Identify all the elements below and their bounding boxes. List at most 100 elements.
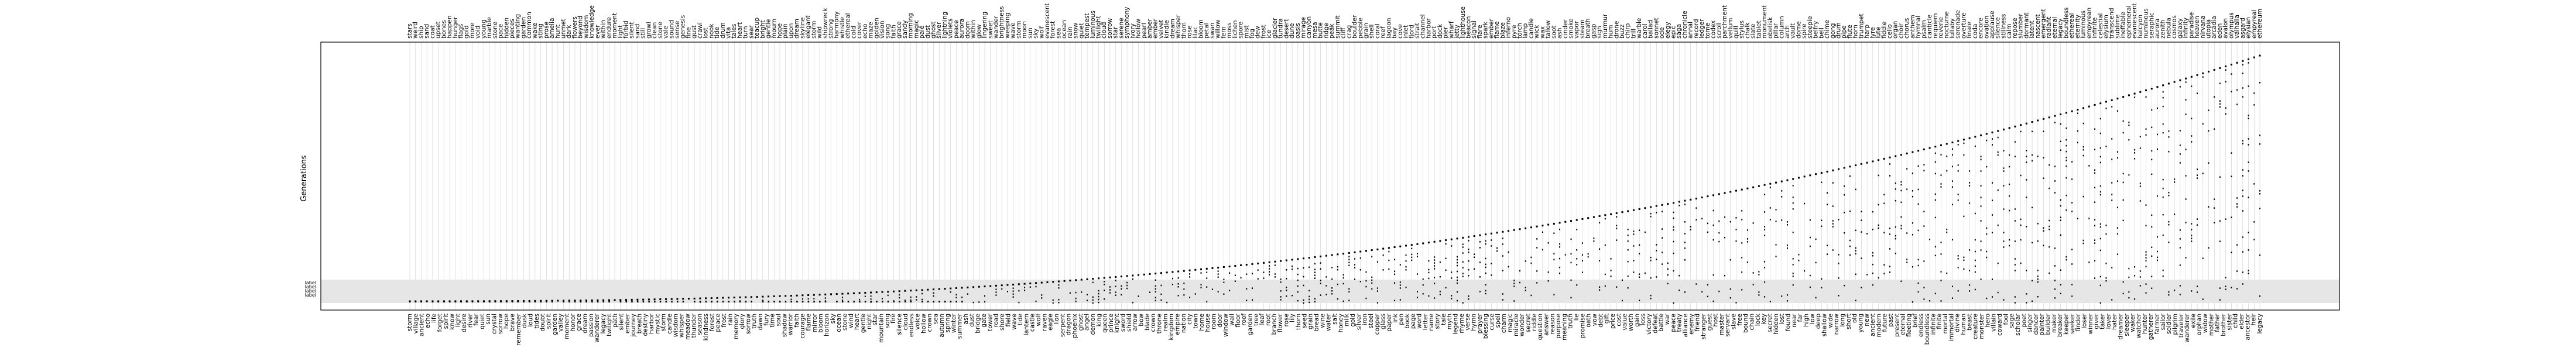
data-point [2179, 86, 2181, 88]
top-tick-label: lamp [1522, 23, 1529, 39]
data-point [933, 292, 934, 294]
data-point [2009, 166, 2010, 168]
data-point [1479, 276, 1481, 278]
data-point [2231, 91, 2232, 92]
data-point [1746, 187, 1749, 190]
data-point [1707, 295, 1708, 298]
top-tick-label: silent [628, 22, 635, 39]
data-point [796, 301, 798, 302]
data-point [841, 297, 843, 298]
bottom-tick-label: vow [1591, 314, 1598, 326]
bottom-tick-label: seeker [2069, 313, 2076, 334]
data-point [1900, 181, 1902, 183]
bottom-tick-label: shield [1126, 314, 1133, 332]
data-point [2094, 172, 2096, 174]
data-point [978, 301, 980, 303]
data-point [1018, 283, 1020, 285]
data-point [1320, 262, 1321, 264]
data-point [529, 301, 530, 302]
top-tick-label: parchment [1721, 5, 1728, 39]
bottom-tick-label: storm [406, 314, 413, 331]
data-point [1826, 170, 1828, 173]
data-point [1491, 239, 1492, 241]
top-tick-label: oasis [1294, 23, 1301, 39]
data-point [1217, 276, 1219, 278]
bottom-tick-label: thunder [690, 313, 697, 338]
top-tick-label: seraphic [2148, 12, 2155, 39]
top-tick-label: chorus [1903, 18, 1910, 39]
bottom-tick-label: reason [1549, 314, 1556, 335]
top-tick-label: genesis [680, 15, 687, 39]
data-point [961, 296, 963, 298]
data-point [1348, 252, 1350, 254]
data-point [1457, 259, 1458, 261]
top-tick-label: empyrean [2085, 8, 2092, 39]
bottom-tick-label: finite [1936, 314, 1943, 329]
data-point [927, 301, 929, 302]
data-point [1314, 256, 1316, 258]
data-point [2014, 296, 2016, 298]
data-point [1086, 278, 1088, 280]
data-point [1997, 154, 1999, 156]
data-point [2054, 247, 2056, 249]
data-point [597, 301, 599, 302]
data-point [2197, 218, 2198, 220]
data-point [1763, 184, 1766, 186]
data-point [1012, 293, 1014, 295]
data-point [1445, 257, 1447, 260]
bottom-tick-label: name [1428, 314, 1435, 331]
data-point [1439, 290, 1441, 292]
data-point [1194, 269, 1197, 271]
data-point [2065, 194, 2067, 197]
data-point [1633, 260, 1635, 261]
top-tick-label: canyon [1306, 16, 1313, 39]
bottom-tick-label: water [1325, 313, 1332, 331]
top-tick-label: twilight [1095, 16, 1102, 39]
top-tick-label: numinous [2143, 8, 2150, 39]
data-point [984, 295, 986, 297]
data-point [1940, 271, 1942, 273]
top-tick-label: prose [543, 22, 550, 39]
bottom-tick-label: past [1888, 314, 1895, 327]
data-point [1957, 144, 1959, 146]
data-point [2259, 193, 2260, 195]
top-tick-label: warble [1636, 18, 1643, 39]
bottom-tick-label: ink [1392, 313, 1399, 323]
data-point [2156, 148, 2158, 150]
bottom-tick-label: home [1198, 314, 1205, 331]
top-tick-label: monument [1761, 5, 1768, 39]
data-point [1160, 284, 1162, 287]
bottom-tick-label: tide [1017, 314, 1024, 325]
data-point [1496, 250, 1498, 252]
data-point [1951, 180, 1953, 182]
bottom-tick-label: dawn [757, 314, 764, 330]
data-point [2099, 132, 2101, 135]
data-point [1599, 260, 1601, 261]
data-point [1980, 197, 1982, 198]
bottom-tick-label: dream [581, 314, 588, 333]
data-point [1371, 288, 1373, 290]
data-point [2060, 149, 2061, 151]
bottom-tick-label: light [455, 314, 462, 327]
data-point [745, 301, 747, 302]
data-point [1433, 240, 1436, 243]
top-tick-label: ocean [1061, 20, 1068, 39]
data-point [1570, 297, 1572, 299]
bottom-tick-label: door [1217, 313, 1224, 328]
data-point [2014, 302, 2016, 304]
data-point [1809, 286, 1811, 288]
data-point [2122, 281, 2124, 283]
top-tick-label: glacier [1272, 18, 1279, 39]
data-point [910, 296, 912, 298]
data-point [1923, 164, 1925, 166]
data-point [1451, 277, 1453, 279]
top-tick-label: overture [1960, 12, 1967, 39]
top-tick-label: plain [782, 23, 789, 39]
bottom-tick-label: found [1785, 314, 1792, 331]
data-point [1974, 271, 1976, 273]
data-point [1063, 280, 1066, 282]
data-point [1365, 271, 1367, 273]
data-point [2230, 63, 2232, 66]
data-point [2150, 88, 2153, 90]
data-point [1900, 190, 1902, 192]
